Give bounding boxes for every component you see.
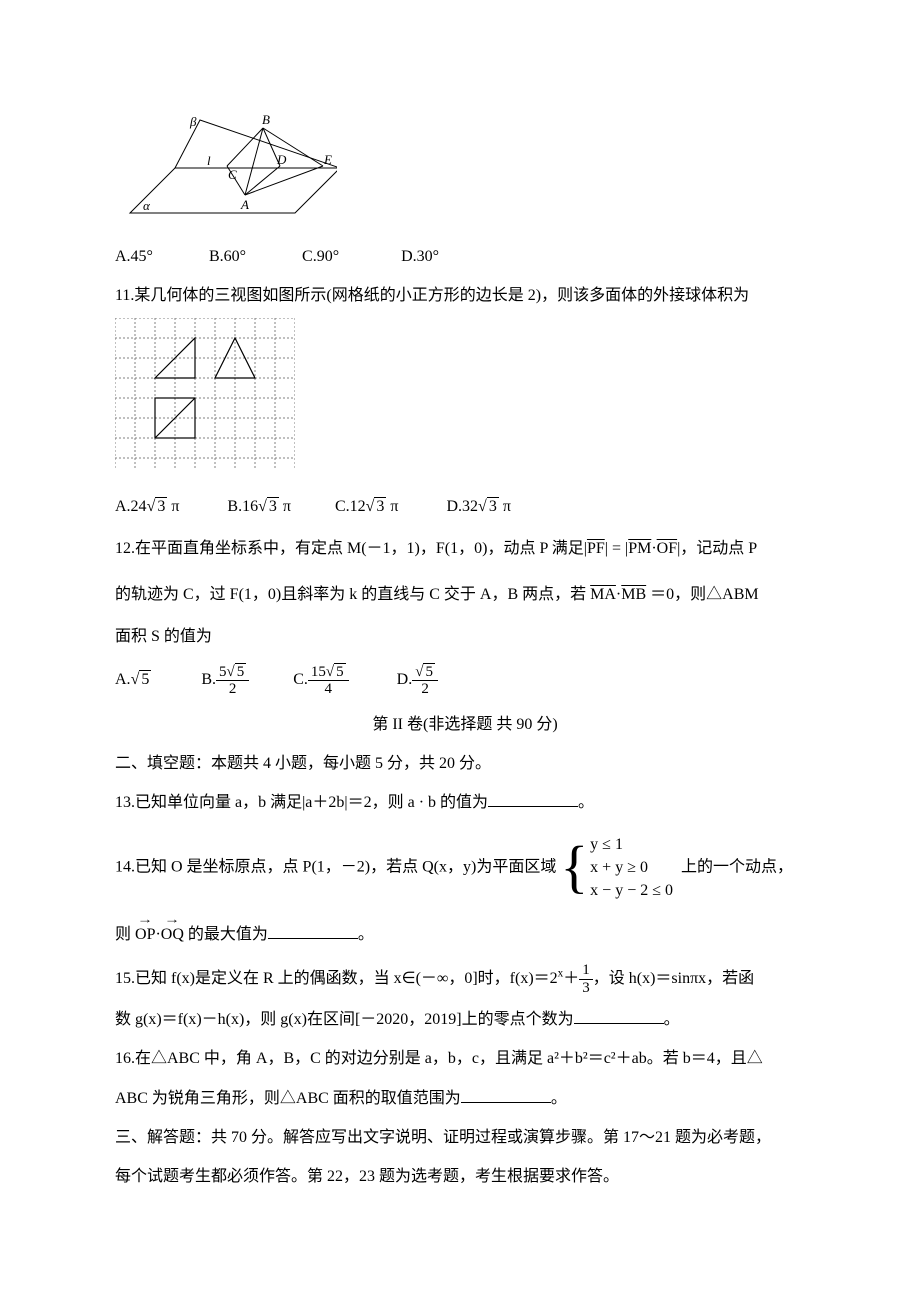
q14-line1: 14.已知 O 是坐标原点，点 P(1，－2)，若点 Q(x，y)为平面区域 {… [115,833,815,903]
q12-options: A.5 B.552 C.1554 D.52 [115,658,815,703]
q13: 13.已知单位向量 a，b 满足|a＋2b|＝2，则 a · b 的值为。 [115,785,815,820]
section2-header: 第 II 卷(非选择题 共 90 分) [115,707,815,742]
vec-oq: OQ [161,914,184,956]
q11-opt-d: D.323 π [446,489,510,524]
q10-opt-d: D.30° [401,239,439,274]
q12-line1: 12.在平面直角坐标系中，有定点 M(－1，1)，F(1，0)，动点 P 满足|… [115,528,815,570]
q12-opt-b: B.552 [201,658,249,703]
q12-line3: 面积 S 的值为 [115,619,815,654]
q11-three-view-svg [115,318,295,468]
q14-line2: 则 OP·OQ 的最大值为。 [115,914,815,956]
blank-q13 [488,788,578,807]
section2-instr: 二、填空题：本题共 4 小题，每小题 5 分，共 20 分。 [115,746,815,781]
q10-options: A.45° B.60° C.90° D.30° [115,239,815,274]
blank-q15 [574,1005,664,1024]
vec-pm: PM [628,540,651,557]
q12-opt-c: C.1554 [293,658,348,703]
section3-line1: 三、解答题：共 70 分。解答应写出文字说明、证明过程或演算步骤。第 17～21… [115,1120,815,1155]
q15-line2: 数 g(x)＝f(x)－h(x)，则 g(x)在区间[－2020，2019]上的… [115,1002,815,1037]
label-B: B [262,112,270,127]
q11-text: 11.某几何体的三视图如图所示(网格纸的小正方形的边长是 2)，则该多面体的外接… [115,278,815,313]
vec-of: OF [657,540,677,557]
label-l: l [207,153,211,168]
vec-op: OP [135,914,155,956]
q11-options: A.243 π B.163 π C.123 π D.323 π [115,489,815,524]
section3-line2: 每个试题考生都必须作答。第 22，23 题为选考题，考生根据要求作答。 [115,1159,815,1194]
q11-opt-b: B.163 π [227,489,291,524]
q16-line1: 16.在△ABC 中，角 A，B，C 的对边分别是 a，b，c，且满足 a²＋b… [115,1041,815,1076]
label-C: C [228,167,237,182]
q12-opt-a: A.5 [115,658,151,703]
vec-ma: MA [590,586,616,603]
q12-line2: 的轨迹为 C，过 F(1，0)且斜率为 k 的直线与 C 交于 A，B 两点，若… [115,574,815,616]
q12-opt-d: D.52 [397,658,438,703]
blank-q16 [461,1083,551,1102]
label-alpha: α [143,198,151,213]
brace-system: {y ≤ 1x + y ≥ 0x − y − 2 ≤ 0 [560,833,673,903]
blank-q14 [268,920,358,939]
q11-opt-c: C.123 π [335,489,399,524]
q11-opt-a: A.243 π [115,489,179,524]
label-E: E [323,152,332,167]
q10-opt-b: B.60° [209,239,246,274]
label-A: A [240,197,249,212]
q10-figure: β α l A B C D E [115,110,815,231]
q10-opt-a: A.45° [115,239,153,274]
label-beta: β [189,114,197,129]
q15-line1: 15.已知 f(x)是定义在 R 上的偶函数，当 x∈(－∞，0]时，f(x)＝… [115,960,815,998]
vec-mb: MB [621,586,646,603]
vec-pf: PF [587,540,605,557]
q10-diagram-svg: β α l A B C D E [115,110,337,218]
label-D: D [276,152,287,167]
q11-figure [115,318,815,481]
q10-opt-c: C.90° [302,239,339,274]
q16-line2: ABC 为锐角三角形，则△ABC 面积的取值范围为。 [115,1081,815,1116]
